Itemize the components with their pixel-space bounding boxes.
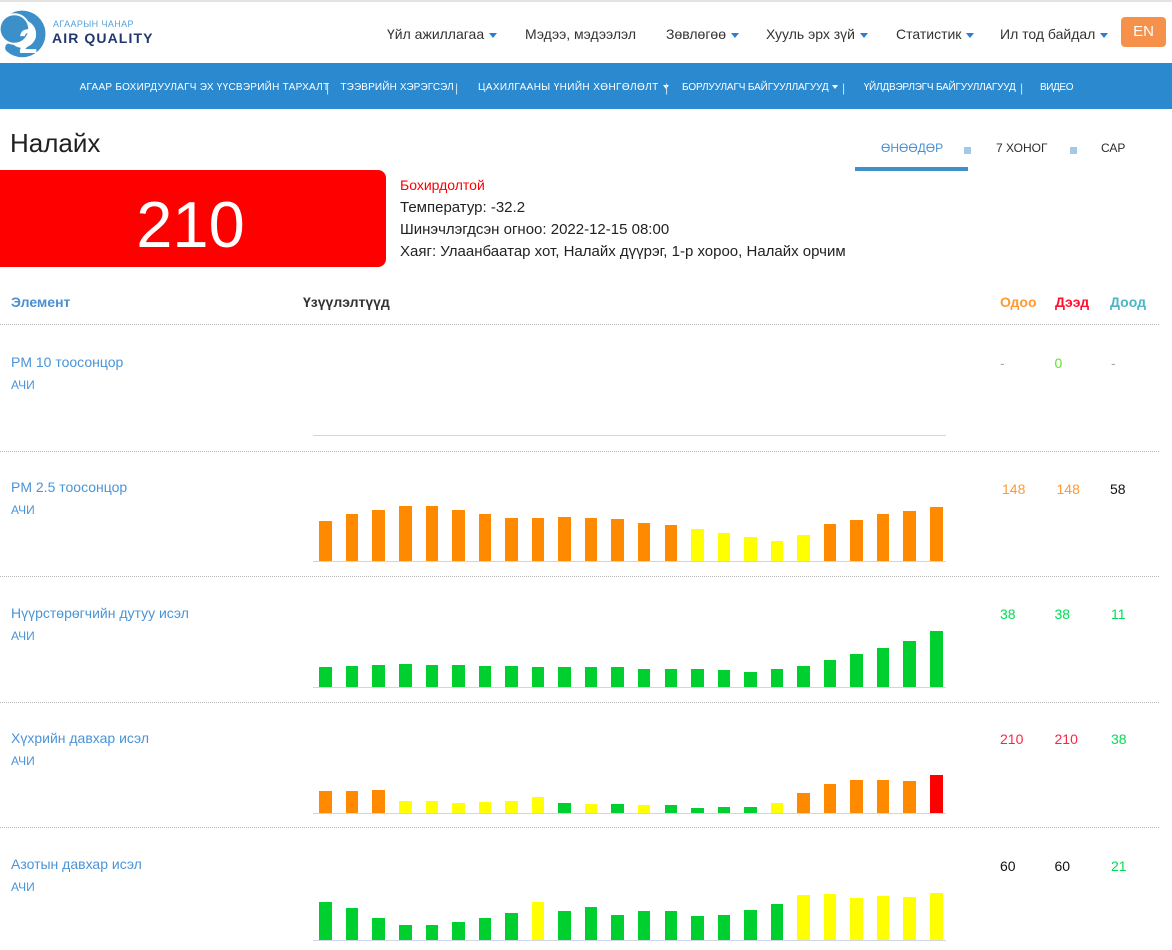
svg-text:2: 2 [19,23,38,60]
